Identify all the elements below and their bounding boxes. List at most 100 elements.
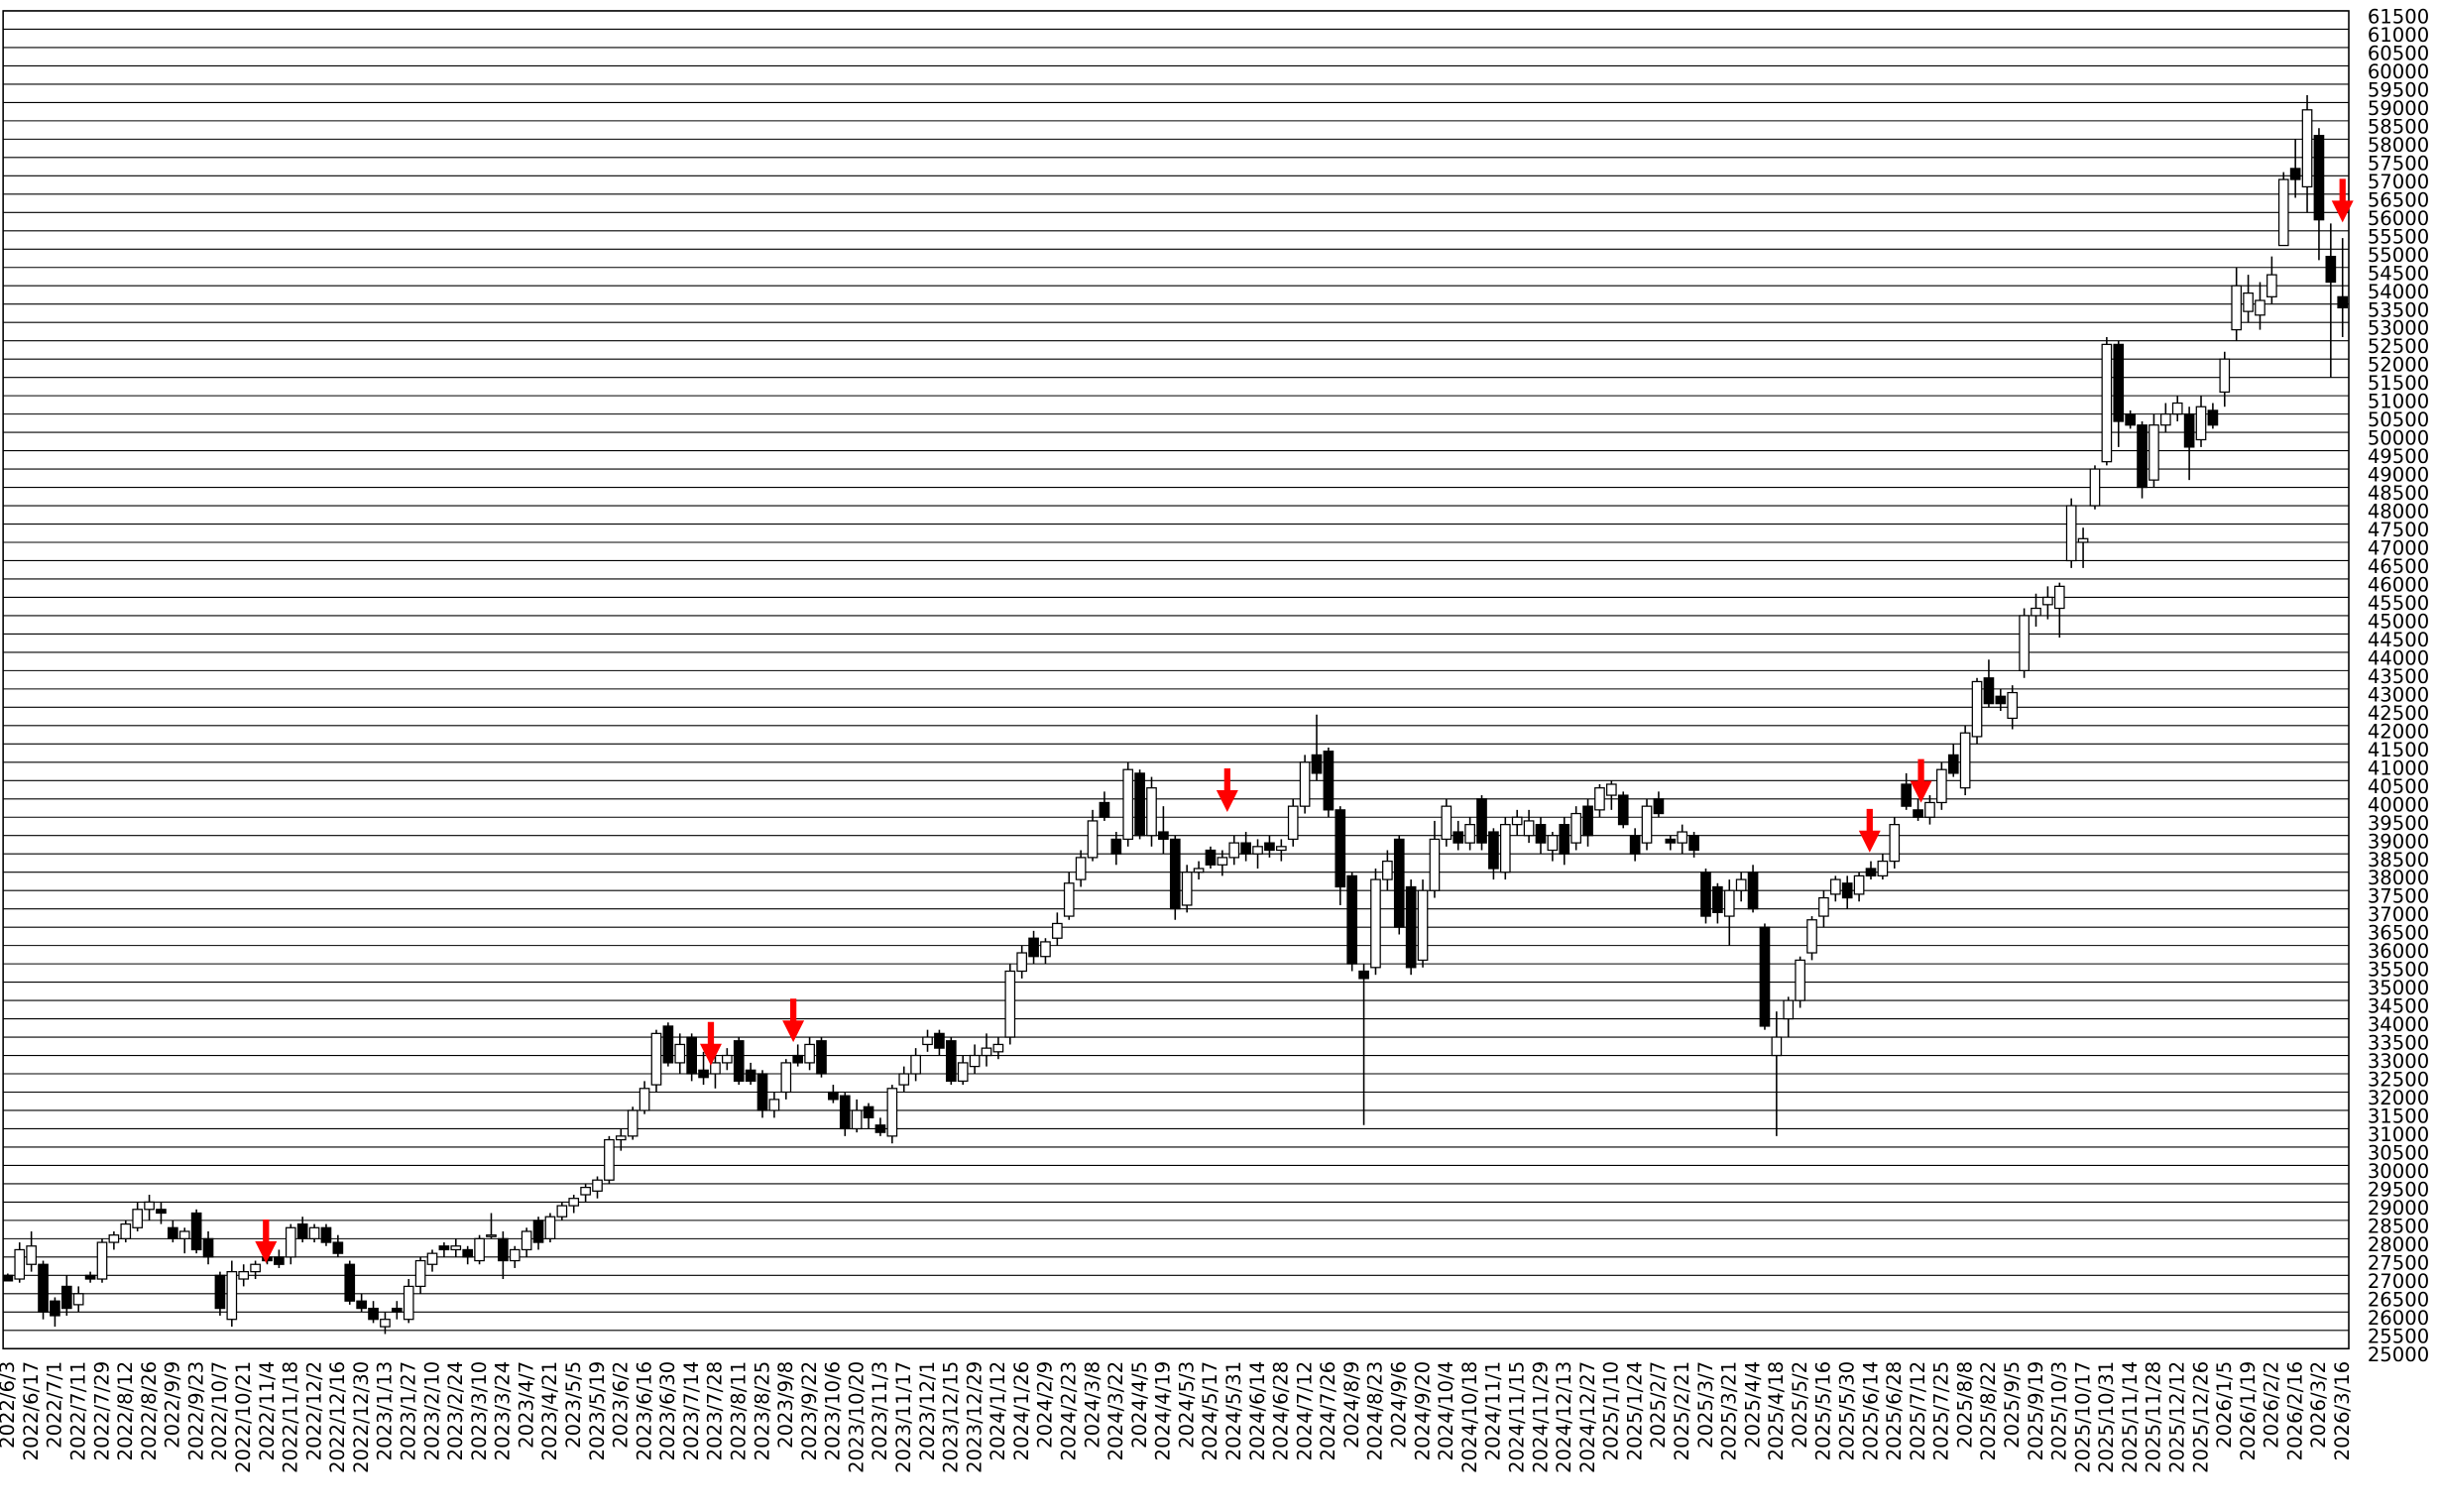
candle-body [2195, 406, 2207, 441]
candle-body [1099, 801, 1110, 818]
y-tick-label: 30000 [2368, 1160, 2429, 1183]
y-tick-label: 39500 [2368, 812, 2429, 835]
candle-body [14, 1248, 26, 1280]
y-tick-label: 51000 [2368, 391, 2429, 413]
candle-body [1252, 846, 1263, 855]
candle-body [285, 1226, 296, 1258]
x-tick-label: 2022/7/1 [44, 1361, 66, 1449]
candle-body [1759, 926, 1771, 1027]
x-tick-label: 2023/12/29 [963, 1361, 986, 1473]
candle-body [1488, 831, 1499, 870]
candle-body [250, 1263, 261, 1273]
x-tick-label: 2022/8/26 [138, 1361, 161, 1461]
y-tick-label: 47500 [2368, 519, 2429, 541]
x-tick-label: 2024/9/20 [1411, 1361, 1434, 1461]
y-tick-label: 55000 [2368, 244, 2429, 267]
y-tick-label: 37500 [2368, 885, 2429, 908]
candle-body [1936, 768, 1947, 804]
arrow [782, 998, 805, 1043]
x-tick-label: 2023/10/20 [845, 1361, 868, 1473]
y-tick-label: 32500 [2368, 1069, 2429, 1092]
y-tick-label: 52000 [2368, 354, 2429, 377]
candle-body [120, 1222, 132, 1239]
candle-body [2255, 299, 2265, 316]
candle-body [521, 1230, 532, 1251]
candle-body [839, 1095, 851, 1130]
x-tick-label: 2025/5/2 [1789, 1361, 1811, 1449]
candle-body [1677, 831, 1688, 844]
candle-body [992, 1043, 1004, 1053]
x-tick-label: 2024/5/31 [1222, 1361, 1245, 1461]
y-tick-label: 54000 [2368, 281, 2429, 303]
y-tick-label: 27500 [2368, 1251, 2429, 1274]
candle-body [2325, 256, 2337, 284]
x-tick-label: 2022/10/7 [208, 1361, 231, 1461]
candle-body [1924, 801, 1935, 818]
x-tick-label: 2022/6/3 [0, 1361, 19, 1449]
x-tick-label: 2025/11/28 [2143, 1361, 2165, 1473]
x-tick-label: 2023/5/19 [586, 1361, 609, 1461]
candle-body [2125, 412, 2136, 426]
y-tick-label: 46500 [2368, 555, 2429, 578]
y-tick-label: 25000 [2368, 1343, 2429, 1366]
x-tick-label: 2025/12/26 [2189, 1361, 2212, 1473]
y-tick-label: 50000 [2368, 427, 2429, 450]
candle-body [2207, 409, 2219, 426]
arrow [2331, 178, 2354, 223]
candle-body [168, 1226, 178, 1239]
candle-body [698, 1069, 709, 1079]
candle-body [686, 1036, 697, 1075]
x-tick-label: 2024/2/9 [1034, 1361, 1057, 1449]
x-tick-label: 2023/10/6 [822, 1361, 845, 1461]
candle-body [1464, 824, 1475, 844]
y-tick-label: 27000 [2368, 1270, 2429, 1293]
x-tick-label: 2023/6/2 [610, 1361, 633, 1449]
x-tick-label: 2023/6/30 [656, 1361, 679, 1461]
y-tick-label: 48500 [2368, 482, 2429, 505]
y-tick-label: 47000 [2368, 537, 2429, 560]
candle-body [556, 1205, 568, 1218]
y-tick-label: 52500 [2368, 335, 2429, 358]
candle-body [1499, 824, 1511, 873]
x-tick-label: 2024/1/26 [1010, 1361, 1033, 1461]
x-tick-label: 2024/8/9 [1340, 1361, 1363, 1449]
candle-body [60, 1285, 72, 1310]
candle-body [1582, 805, 1593, 837]
x-tick-label: 2022/8/12 [114, 1361, 137, 1461]
x-tick-label: 2024/2/23 [1058, 1361, 1081, 1461]
y-tick-label: 57000 [2368, 171, 2429, 193]
candle-body [1700, 872, 1711, 917]
y-tick-label: 42000 [2368, 720, 2429, 743]
candle-body [2243, 291, 2254, 312]
y-tick-label: 28500 [2368, 1215, 2429, 1237]
candle-body [2149, 424, 2159, 481]
x-tick-label: 2025/7/25 [1930, 1361, 1953, 1461]
candle-body [2007, 691, 2019, 720]
x-tick-label: 2025/8/22 [1977, 1361, 2000, 1461]
y-tick-label: 30500 [2368, 1141, 2429, 1164]
y-tick-label: 38500 [2368, 849, 2429, 872]
x-tick-label: 2022/7/29 [90, 1361, 113, 1461]
candle-body [498, 1237, 509, 1262]
candle-body [1217, 857, 1228, 866]
x-tick-label: 2023/11/17 [892, 1361, 915, 1473]
candle-body [1264, 842, 1275, 852]
candle-body [380, 1319, 391, 1328]
candle-body [674, 1043, 686, 1064]
y-tick-label: 58000 [2368, 134, 2429, 157]
candle-body [804, 1043, 815, 1064]
candle-body [108, 1234, 120, 1243]
candle-body [2337, 295, 2349, 309]
candle-body [1016, 952, 1028, 973]
y-tick-label: 51500 [2368, 372, 2429, 395]
y-tick-label: 31000 [2368, 1123, 2429, 1146]
x-tick-label: 2023/4/21 [538, 1361, 561, 1461]
y-tick-label: 26000 [2368, 1307, 2429, 1330]
y-tick-label: 60000 [2368, 60, 2429, 83]
candle-body [851, 1109, 863, 1130]
candle-body [1947, 754, 1959, 774]
candle-body [1547, 835, 1559, 852]
candle-body [627, 1109, 639, 1137]
candle-body [403, 1285, 414, 1321]
